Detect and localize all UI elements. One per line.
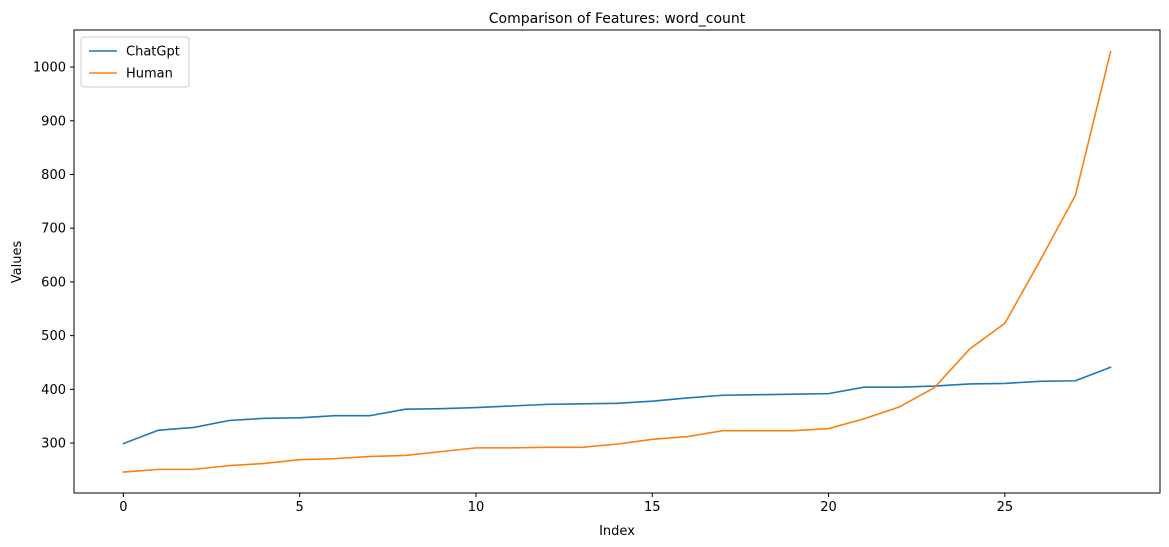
y-axis-label: Values (10, 241, 25, 284)
y-tick-label: 400 (41, 383, 66, 398)
x-tick-label: 15 (644, 500, 661, 515)
y-tick-label: 300 (41, 437, 66, 452)
x-tick-label: 10 (468, 500, 485, 515)
y-tick-label: 600 (41, 275, 66, 290)
y-tick-label: 900 (41, 114, 66, 129)
x-axis-label: Index (599, 524, 635, 539)
y-tick-label: 1000 (33, 61, 66, 76)
x-tick-label: 25 (997, 500, 1014, 515)
x-tick-label: 0 (119, 500, 127, 515)
chart-title: Comparison of Features: word_count (489, 11, 746, 27)
legend-box (80, 36, 190, 88)
series-line-chatgpt (122, 366, 1112, 445)
axes-frame (73, 29, 1161, 494)
series-line-human (122, 50, 1112, 473)
plot-area (122, 50, 1112, 473)
y-tick-label: 700 (41, 222, 66, 237)
x-axis: 0 5 10 15 20 25 (119, 493, 1013, 515)
y-tick-label: 800 (41, 168, 66, 183)
legend-label: ChatGpt (126, 45, 180, 60)
x-tick-label: 5 (296, 500, 304, 515)
y-axis: 300 400 500 600 700 800 900 1000 (33, 61, 74, 452)
x-tick-label: 20 (820, 500, 837, 515)
y-tick-label: 500 (41, 329, 66, 344)
legend: ChatGpt Human (80, 36, 190, 88)
legend-label: Human (126, 67, 173, 82)
